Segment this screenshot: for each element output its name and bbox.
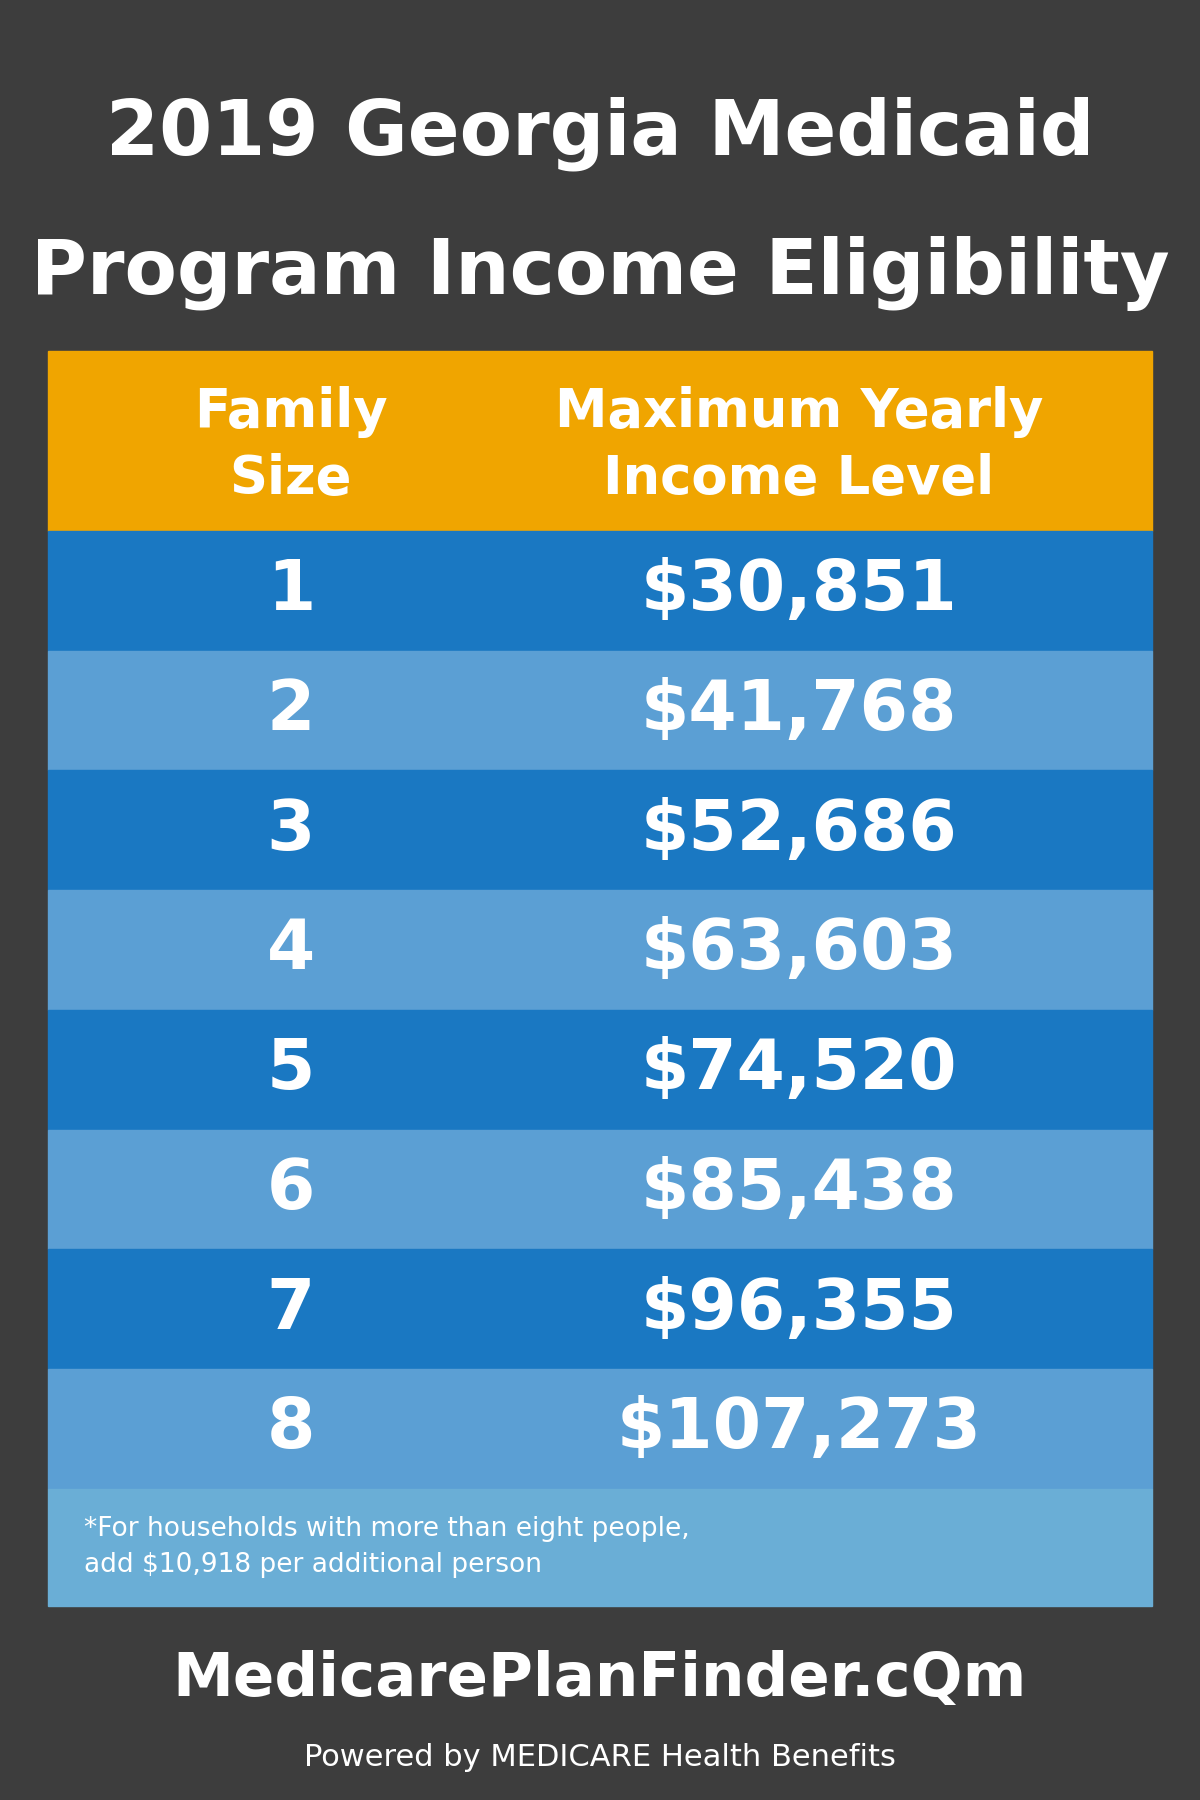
Bar <box>0 0 1200 351</box>
Bar <box>48 770 1152 889</box>
Text: Powered by MEDICARE Health Benefits: Powered by MEDICARE Health Benefits <box>304 1742 896 1771</box>
Text: 1: 1 <box>266 558 316 625</box>
Text: 2: 2 <box>266 677 316 743</box>
Bar <box>48 1130 1152 1249</box>
Text: 7: 7 <box>266 1276 316 1343</box>
Text: $96,355: $96,355 <box>641 1276 958 1343</box>
Bar <box>48 889 1152 1010</box>
Text: Maximum Yearly
Income Level: Maximum Yearly Income Level <box>554 387 1043 504</box>
Bar <box>48 1249 1152 1368</box>
Text: $30,851: $30,851 <box>641 558 958 625</box>
Text: MedicarePlanFinder.cQm: MedicarePlanFinder.cQm <box>173 1651 1027 1708</box>
Bar <box>48 360 1152 531</box>
Bar <box>48 351 1152 360</box>
Text: 5: 5 <box>266 1037 316 1103</box>
Text: Family
Size: Family Size <box>194 387 388 504</box>
Text: 8: 8 <box>266 1395 316 1462</box>
Bar <box>48 531 1152 650</box>
Bar <box>48 1368 1152 1489</box>
Bar <box>48 650 1152 770</box>
Text: $52,686: $52,686 <box>641 797 958 864</box>
Text: $74,520: $74,520 <box>641 1037 958 1103</box>
Text: 6: 6 <box>266 1156 316 1222</box>
Bar <box>48 1489 1152 1606</box>
Text: 3: 3 <box>266 797 316 864</box>
Text: $41,768: $41,768 <box>641 677 956 743</box>
Text: $63,603: $63,603 <box>641 916 958 983</box>
Text: 2019 Georgia Medicaid: 2019 Georgia Medicaid <box>106 95 1094 171</box>
Text: Program Income Eligibility: Program Income Eligibility <box>31 236 1169 311</box>
Bar <box>0 1606 1200 1800</box>
Text: 4: 4 <box>266 916 316 983</box>
Text: $85,438: $85,438 <box>641 1156 958 1222</box>
Text: $107,273: $107,273 <box>617 1395 982 1462</box>
Text: *For households with more than eight people,
add $10,918 per additional person: *For households with more than eight peo… <box>84 1516 690 1579</box>
Bar <box>48 1010 1152 1130</box>
